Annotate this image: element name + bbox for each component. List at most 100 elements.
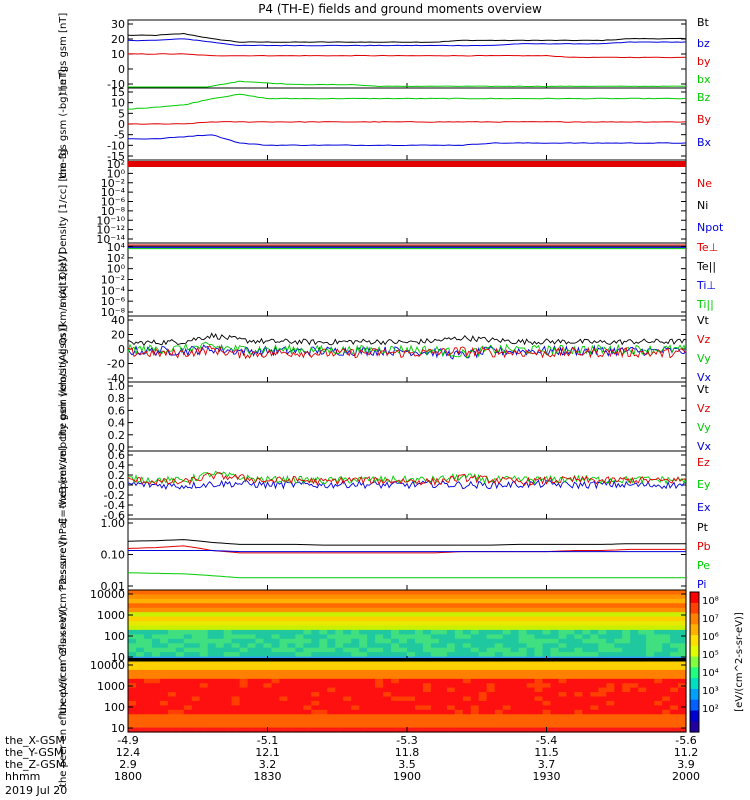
- spectrogram-cell: [622, 718, 631, 724]
- spectrogram-cell: [534, 612, 544, 618]
- spectrogram-cell: [550, 714, 560, 720]
- spectrogram-cell: [510, 652, 520, 658]
- spectrogram-cell: [566, 616, 575, 622]
- spectrogram-cell: [391, 625, 400, 631]
- spectrogram-cell: [622, 674, 631, 680]
- spectrogram-cell: [638, 647, 647, 653]
- spectrogram-cell: [614, 643, 623, 649]
- spectrogram-cell: [231, 590, 241, 595]
- spectrogram-cell: [143, 607, 153, 613]
- spectrogram-cell: [399, 598, 408, 604]
- spectrogram-cell: [430, 687, 440, 693]
- spectrogram-cell: [391, 603, 400, 609]
- spectrogram-cell: [279, 692, 289, 698]
- spectrogram-cell: [175, 723, 185, 729]
- spectrogram-cell: [542, 594, 552, 600]
- spectrogram-cell: [327, 661, 336, 666]
- spectrogram-cell: [598, 647, 607, 653]
- spectrogram-cell: [183, 607, 193, 613]
- spectrogram-cell: [534, 665, 544, 671]
- spectrogram-cell: [319, 643, 328, 649]
- spectrogram-cell: [678, 687, 687, 693]
- spectrogram-cell: [239, 607, 249, 613]
- spectrogram-cell: [590, 616, 599, 622]
- spectrogram-cell: [303, 674, 312, 680]
- spectrogram-cell: [215, 603, 225, 609]
- spectrogram-cell: [271, 616, 281, 622]
- spectrogram-cell: [231, 700, 241, 706]
- spectrogram-cell: [199, 598, 209, 604]
- spectrogram-cell: [271, 700, 281, 706]
- spectrogram-cell: [550, 643, 560, 649]
- spectrogram-cell: [486, 621, 496, 627]
- spectrogram-cell: [606, 661, 615, 666]
- spectrogram-cell: [662, 687, 671, 693]
- series-line-Bz: [128, 93, 687, 110]
- spectrogram-cell: [638, 594, 647, 600]
- spectrogram-cell: [654, 661, 663, 666]
- spectrogram-cell: [335, 714, 344, 720]
- spectrogram-cell: [175, 607, 185, 613]
- spectrogram-cell: [319, 714, 328, 720]
- spectrogram-cell: [343, 629, 352, 635]
- spectrogram-cell: [239, 705, 249, 711]
- spectrogram-cell: [630, 714, 639, 720]
- spectrogram-cell: [383, 718, 392, 724]
- panel-frame: [127, 518, 687, 591]
- spectrogram-cell: [454, 723, 464, 729]
- spectrogram-cell: [542, 603, 552, 609]
- spectrogram-cell: [287, 652, 296, 658]
- spectrogram-cell: [128, 723, 137, 729]
- spectrogram-cell: [351, 647, 360, 653]
- spectrogram-cell: [375, 714, 384, 720]
- spectrogram-cell: [159, 652, 169, 658]
- spectrogram-cell: [462, 647, 472, 653]
- spectrogram-cell: [574, 652, 583, 658]
- spectrogram-cell: [183, 661, 193, 666]
- spectrogram-cell: [558, 683, 568, 689]
- spectrogram-cell: [598, 705, 607, 711]
- spectrogram-cell: [646, 598, 655, 604]
- spectrogram-cell: [678, 661, 687, 666]
- spectrogram-cell: [175, 616, 185, 622]
- spectrogram-cell: [606, 607, 615, 613]
- spectrogram-cell: [430, 625, 440, 631]
- spectrogram-cell: [335, 718, 344, 724]
- spectrogram-cell: [630, 647, 639, 653]
- spectrogram-cell: [391, 612, 400, 618]
- spectrogram-cell: [343, 709, 352, 715]
- spectrogram-cell: [391, 665, 400, 671]
- spectrogram-cell: [367, 647, 376, 653]
- spectrogram-cell: [558, 705, 568, 711]
- spectrogram-cell: [351, 607, 360, 613]
- spectrogram-cell: [128, 616, 137, 622]
- spectrogram-cell: [311, 625, 320, 631]
- spectrogram-cell: [255, 718, 265, 724]
- spectrogram-cell: [638, 652, 647, 658]
- colorbar-frame: [689, 591, 700, 733]
- spectrogram-cell: [614, 692, 623, 698]
- spectrogram-cell: [502, 661, 512, 666]
- spectrogram-cell: [207, 678, 217, 684]
- spectrogram-cell: [136, 669, 145, 675]
- spectrogram-cell: [303, 709, 312, 715]
- spectrogram-cell: [422, 634, 432, 640]
- spectrogram-cell: [167, 700, 177, 706]
- spectrogram-cell: [670, 674, 679, 680]
- spectrogram-cell: [590, 705, 599, 711]
- spectrogram-cell: [407, 705, 416, 711]
- spectrogram-cell: [255, 643, 265, 649]
- spectrogram-cell: [646, 727, 655, 733]
- spectrogram-cell: [566, 621, 575, 627]
- spectrogram-cell: [646, 718, 655, 724]
- spectrogram-cell: [375, 692, 384, 698]
- spectrogram-cell: [383, 629, 392, 635]
- spectrogram-cell: [335, 661, 344, 666]
- spectrogram-cell: [670, 590, 679, 595]
- spectrogram-cell: [128, 634, 137, 640]
- spectrogram-cell: [574, 621, 583, 627]
- spectrogram-cell: [598, 683, 607, 689]
- spectrogram-cell: [391, 705, 400, 711]
- spectrogram-cell: [454, 603, 464, 609]
